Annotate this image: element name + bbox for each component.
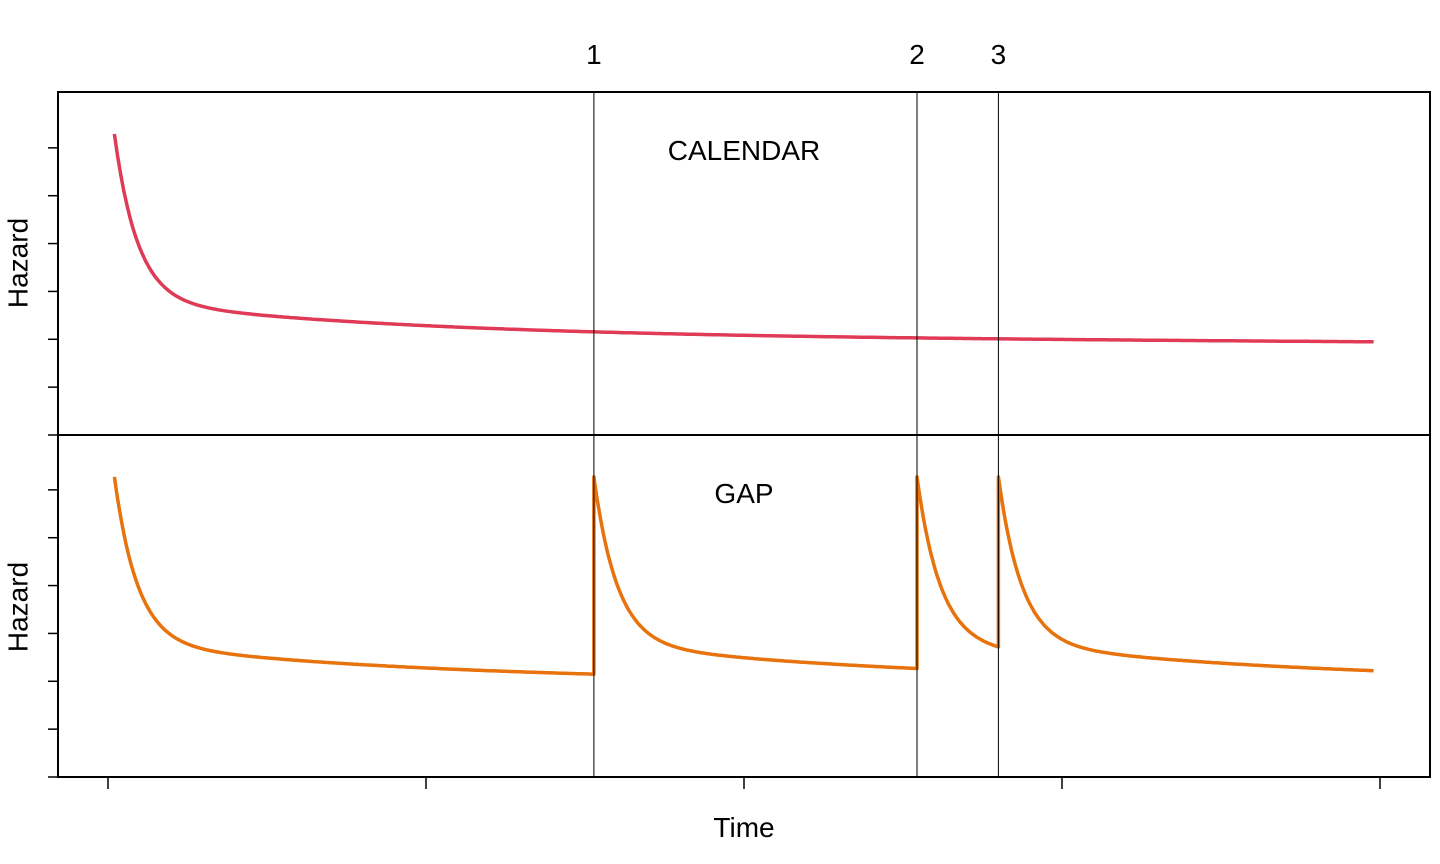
- event-lines: [593, 92, 999, 777]
- x-axis-label: Time: [713, 812, 774, 843]
- panel-gap-label: GAP: [714, 478, 773, 509]
- panel-gap-y-axis-label: Hazard: [2, 562, 33, 652]
- event-label-2: 2: [909, 39, 925, 70]
- event-label-3: 3: [991, 39, 1007, 70]
- panel-calendar-y-ticks: [48, 106, 59, 436]
- panel-calendar-label: CALENDAR: [668, 135, 820, 166]
- panel-calendar: Hazard CALENDAR: [2, 91, 1431, 436]
- x-axis: [107, 777, 1381, 789]
- panel-gap-y-ticks: [48, 448, 59, 778]
- calendar-hazard-series: [112, 133, 1374, 344]
- event-label-1: 1: [586, 39, 602, 70]
- event-labels: 1 2 3: [586, 39, 1006, 70]
- panel-gap: Hazard GAP: [2, 434, 1431, 778]
- panel-calendar-y-axis-label: Hazard: [2, 218, 33, 308]
